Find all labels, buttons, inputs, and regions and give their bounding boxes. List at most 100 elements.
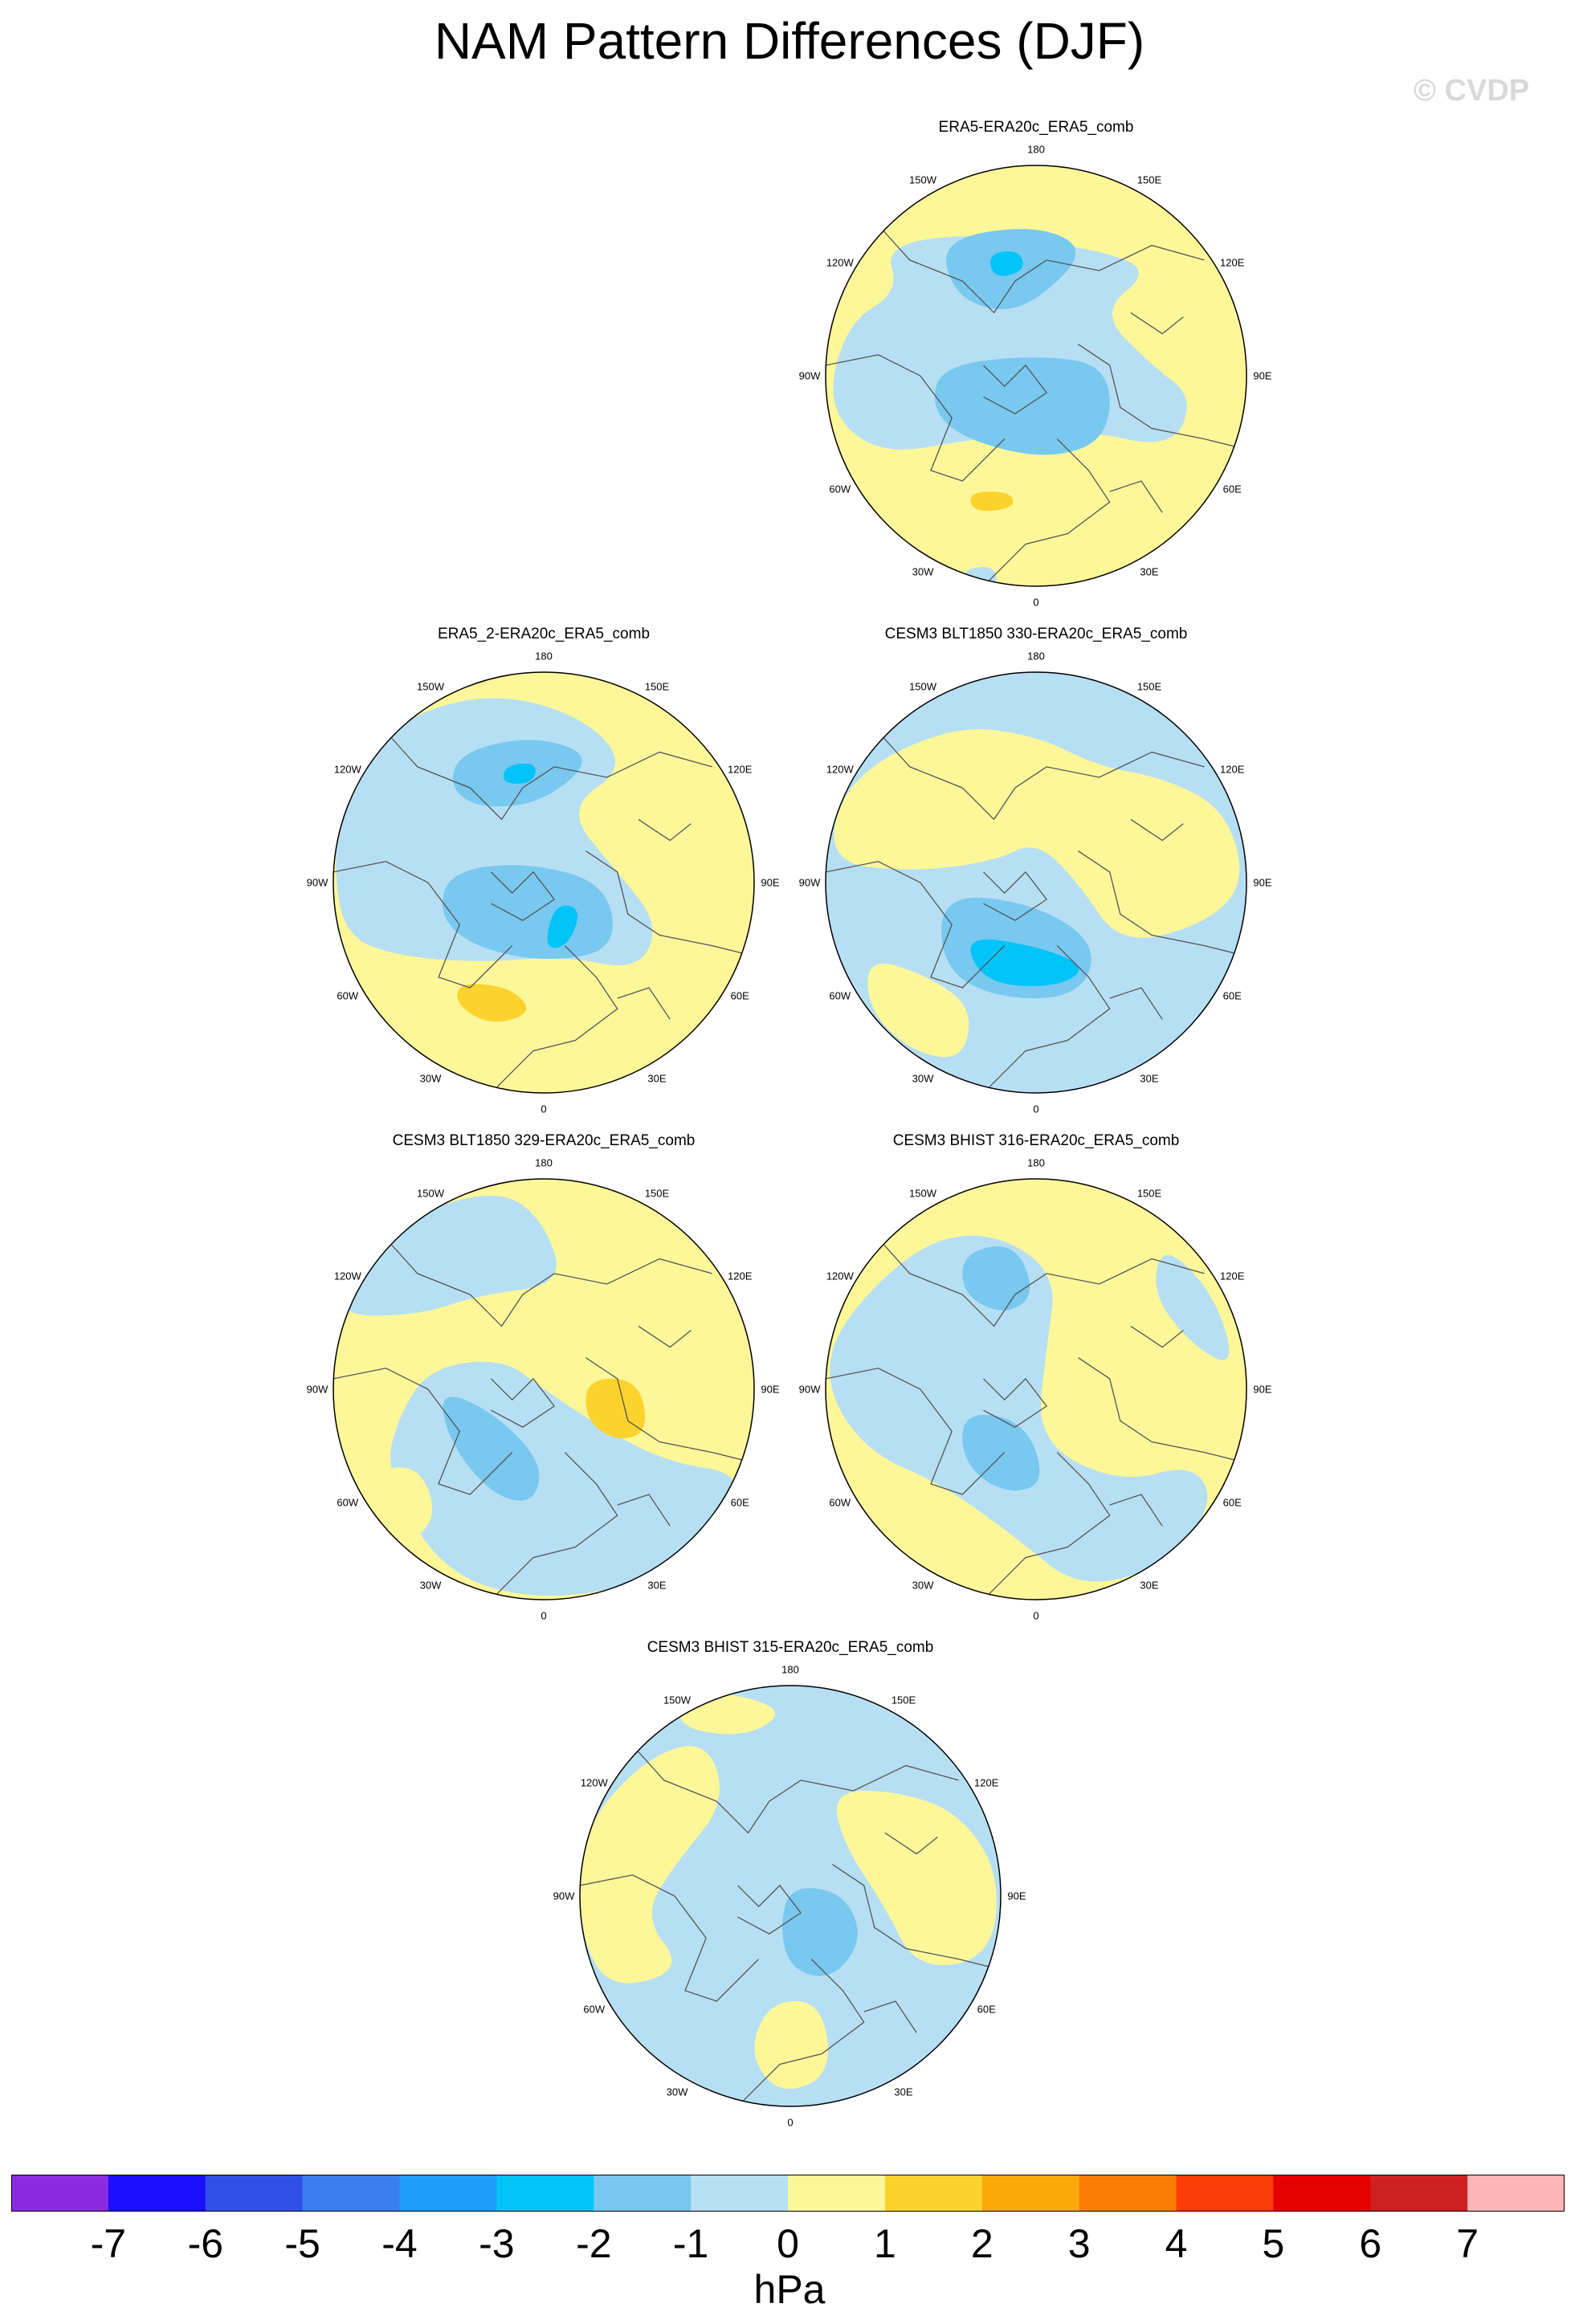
longitude-label: 180 — [1027, 143, 1045, 156]
panel-title: CESM3 BLT1850 330-ERA20c_ERA5_comb — [884, 626, 1188, 642]
colorbar-swatch — [496, 2175, 594, 2212]
longitude-label: 180 — [781, 1663, 799, 1676]
contour-region — [990, 251, 1023, 276]
longitude-label: 30W — [419, 1579, 442, 1592]
longitude-label: 150E — [644, 1187, 670, 1200]
longitude-label: 120W — [826, 763, 854, 776]
longitude-label: 90W — [798, 369, 821, 382]
map-border — [333, 1178, 755, 1600]
coastline — [983, 364, 1048, 414]
coastline — [1130, 818, 1184, 842]
contour-region — [700, 1302, 749, 1398]
longitude-label: 30E — [1140, 1072, 1159, 1085]
longitude-label: 60W — [583, 2003, 606, 2016]
longitude-label: 0 — [787, 2116, 794, 2129]
longitude-label: 120W — [826, 256, 854, 269]
coastline — [826, 861, 1006, 989]
contour-region — [341, 1195, 557, 1316]
longitude-label: 150E — [644, 680, 670, 693]
coastline — [491, 945, 618, 1093]
longitude-label: 90E — [761, 876, 780, 889]
coastline — [638, 1325, 692, 1348]
coastline — [1130, 1325, 1184, 1348]
figure-title: NAM Pattern Differences (DJF) — [434, 12, 1145, 70]
longitude-label: 120E — [974, 1776, 999, 1789]
colorbar-tick-label: -5 — [284, 2221, 320, 2266]
map-border — [825, 165, 1247, 587]
coastline — [379, 724, 712, 821]
coastline — [1078, 850, 1246, 957]
coastline — [617, 987, 671, 1020]
contour-region — [365, 1467, 433, 1541]
panel-title: CESM3 BLT1850 329-ERA20c_ERA5_comb — [392, 1132, 696, 1149]
longitude-label: 0 — [1033, 596, 1039, 609]
coastline — [617, 1494, 671, 1527]
colorbar-swatch — [1273, 2175, 1371, 2212]
polar-map — [333, 1178, 755, 1600]
coastline — [1130, 312, 1184, 335]
longitude-label: 150E — [891, 1694, 916, 1706]
colorbar-swatch — [205, 2175, 304, 2212]
longitude-label: 180 — [1027, 650, 1045, 663]
longitude-label: 60E — [1222, 1496, 1242, 1509]
longitude-label: 30W — [666, 2085, 688, 2098]
contour-region — [457, 984, 527, 1022]
longitude-label: 90W — [553, 1890, 575, 1902]
longitude-label: 90E — [761, 1383, 780, 1396]
longitude-label: 60W — [337, 989, 359, 1002]
coastline — [585, 1357, 754, 1464]
contour-region — [962, 1414, 1040, 1491]
longitude-label: 120W — [333, 1270, 361, 1282]
contour-region — [965, 566, 997, 586]
longitude-label: 120E — [728, 763, 753, 776]
coastline — [871, 1231, 1205, 1327]
longitude-label: 150E — [1136, 173, 1162, 186]
colorbar-swatch — [981, 2175, 1080, 2212]
longitude-label: 90W — [306, 1383, 328, 1396]
coastline — [580, 1874, 760, 2002]
coastline — [871, 218, 1205, 314]
colorbar-tick-label: -1 — [672, 2221, 709, 2266]
colorbar-tick-label: -3 — [479, 2221, 515, 2266]
longitude-label: 90E — [1253, 876, 1272, 889]
colorbar-tick-label: 0 — [777, 2221, 799, 2266]
longitude-label: 150W — [909, 680, 936, 693]
longitude-label: 120W — [333, 763, 361, 776]
colorbar-tick-label: -4 — [381, 2221, 418, 2266]
colorbar-tick-label: 1 — [873, 2221, 896, 2266]
contour-region — [970, 939, 1079, 986]
colorbar-swatch — [594, 2175, 692, 2212]
colorbar-tick-label: -7 — [90, 2221, 127, 2266]
panel-title: CESM3 BHIST 315-ERA20c_ERA5_comb — [647, 1639, 934, 1656]
coastline — [737, 1959, 865, 2106]
colorbar-swatch — [884, 2175, 983, 2212]
contour-region — [443, 1396, 540, 1501]
panel-title: ERA5-ERA20c_ERA5_comb — [938, 119, 1134, 136]
coastline — [983, 1377, 1048, 1428]
contour-region — [547, 905, 577, 948]
coastline — [638, 818, 692, 842]
longitude-label: 150W — [909, 173, 936, 186]
coastline — [491, 1377, 556, 1428]
longitude-label: 90W — [798, 1383, 821, 1396]
colorbar-swatch — [1467, 2175, 1565, 2212]
coastline — [1078, 1357, 1246, 1464]
colorbar-tick-label: -2 — [576, 2221, 612, 2266]
map-border — [825, 1178, 1247, 1600]
colorbar-tick-label: 3 — [1067, 2221, 1091, 2266]
longitude-label: 90E — [1253, 1383, 1272, 1396]
coastline — [491, 1452, 618, 1600]
longitude-label: 90W — [306, 876, 328, 889]
coastline — [1109, 1494, 1163, 1527]
colorbar-tick-label: 5 — [1262, 2221, 1285, 2266]
contour-region — [754, 2001, 828, 2090]
coastline — [585, 850, 754, 957]
longitude-label: 60W — [829, 989, 851, 1002]
panel-title: ERA5_2-ERA20c_ERA5_comb — [437, 626, 651, 642]
contour-region — [1156, 1255, 1230, 1360]
longitude-label: 90W — [798, 876, 821, 889]
longitude-label: 150W — [663, 1694, 691, 1706]
longitude-label: 180 — [1027, 1156, 1045, 1169]
longitude-label: 120E — [728, 1270, 753, 1282]
coastline — [871, 724, 1205, 821]
